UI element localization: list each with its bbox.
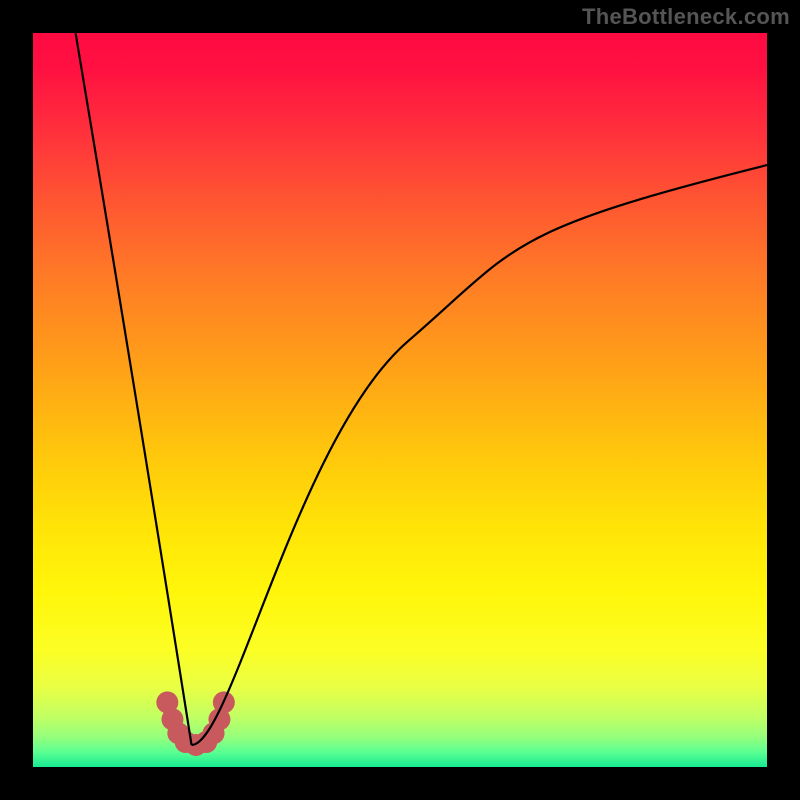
figure-root: TheBottleneck.com xyxy=(0,0,800,800)
watermark-text: TheBottleneck.com xyxy=(582,4,790,30)
plot-gradient-background xyxy=(33,33,767,767)
chart-svg xyxy=(0,0,800,800)
